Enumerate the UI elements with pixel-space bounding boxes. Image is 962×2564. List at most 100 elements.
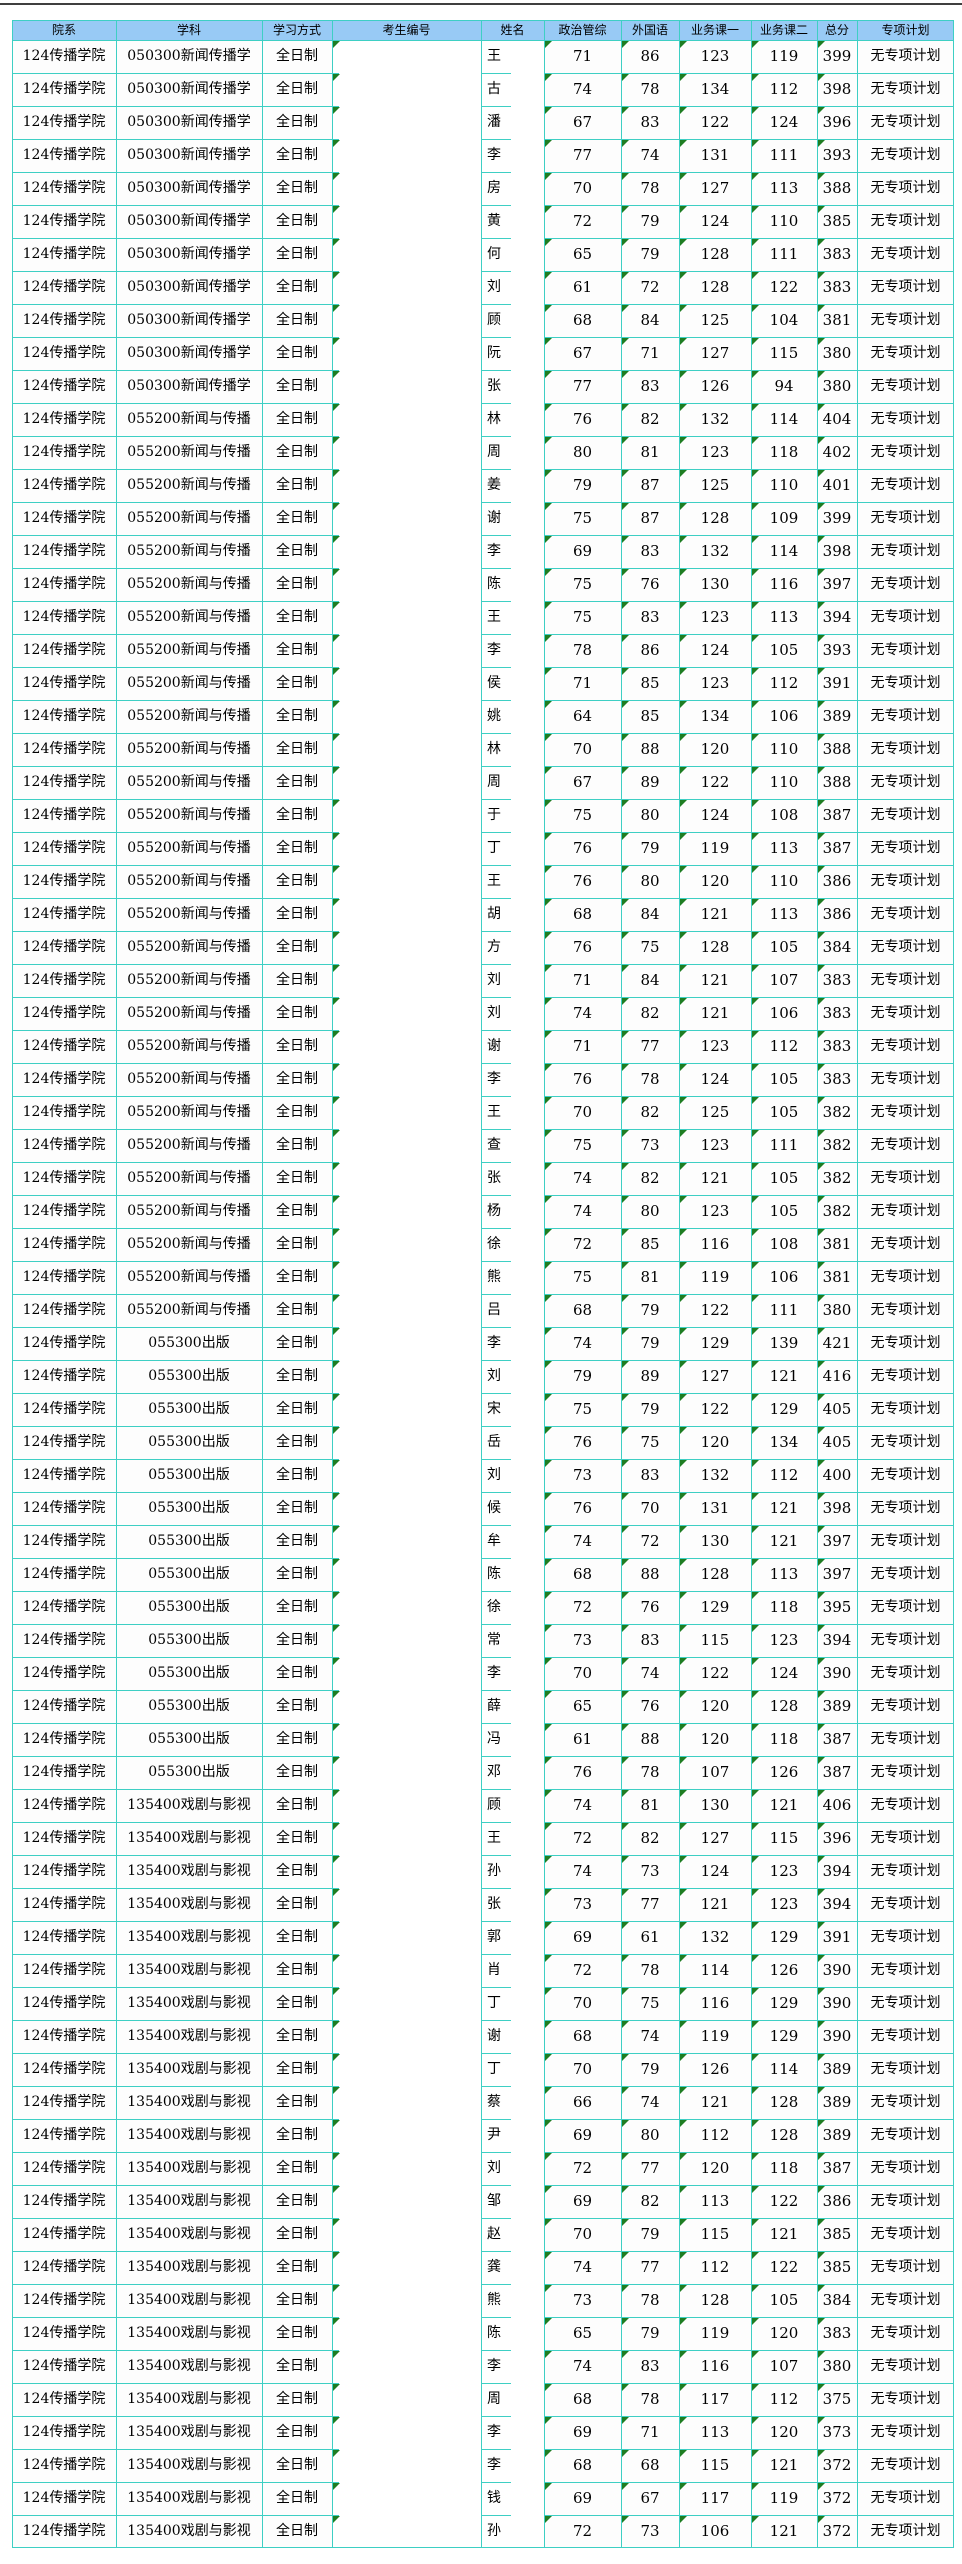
cell-politics-score[interactable]: 69 — [544, 2119, 621, 2152]
cell-study-mode[interactable]: 全日制 — [262, 733, 332, 766]
cell-major[interactable]: 055200新闻与传播 — [116, 898, 262, 931]
cell-course2-score[interactable]: 110 — [751, 865, 817, 898]
cell-total-score[interactable]: 380 — [817, 370, 857, 403]
header-cell-course1-score[interactable]: 业务课一 — [690, 23, 739, 37]
cell-candidate-no[interactable] — [332, 568, 481, 601]
cell-politics-score[interactable]: 76 — [544, 1756, 621, 1789]
cell-course1-score[interactable]: 127 — [679, 1822, 751, 1855]
cell-politics-score[interactable]: 73 — [544, 1459, 621, 1492]
cell-name[interactable]: 黄 — [481, 205, 544, 238]
cell-major[interactable]: 055200新闻与传播 — [116, 1228, 262, 1261]
cell-course2-score[interactable]: 111 — [751, 139, 817, 172]
cell-study-mode[interactable]: 全日制 — [262, 1822, 332, 1855]
cell-total-score[interactable]: 384 — [817, 2284, 857, 2317]
cell-major[interactable]: 055200新闻与传播 — [116, 733, 262, 766]
cell-major[interactable]: 055200新闻与传播 — [116, 1063, 262, 1096]
cell-dept[interactable]: 124传播学院 — [12, 1954, 116, 1987]
cell-special-plan[interactable]: 无专项计划 — [857, 370, 954, 403]
cell-major[interactable]: 055200新闻与传播 — [116, 535, 262, 568]
cell-politics-score[interactable]: 77 — [544, 370, 621, 403]
cell-course2-score[interactable]: 106 — [751, 1261, 817, 1294]
cell-politics-score[interactable]: 71 — [544, 1030, 621, 1063]
cell-politics-score[interactable]: 71 — [544, 964, 621, 997]
cell-dept[interactable]: 124传播学院 — [12, 2086, 116, 2119]
cell-dept[interactable]: 124传播学院 — [12, 1723, 116, 1756]
cell-dept[interactable]: 124传播学院 — [12, 1690, 116, 1723]
cell-name[interactable]: 王 — [481, 1096, 544, 1129]
cell-politics-score[interactable]: 68 — [544, 2020, 621, 2053]
cell-special-plan[interactable]: 无专项计划 — [857, 2020, 954, 2053]
cell-course2-score[interactable]: 106 — [751, 997, 817, 1030]
cell-candidate-no[interactable] — [332, 766, 481, 799]
cell-candidate-no[interactable] — [332, 1426, 481, 1459]
cell-total-score[interactable]: 397 — [817, 1525, 857, 1558]
cell-course2-score[interactable]: 118 — [751, 1591, 817, 1624]
cell-candidate-no[interactable] — [332, 2416, 481, 2449]
cell-name[interactable]: 潘 — [481, 106, 544, 139]
cell-politics-score[interactable]: 75 — [544, 601, 621, 634]
cell-total-score[interactable]: 402 — [817, 436, 857, 469]
cell-major[interactable]: 135400戏剧与影视 — [116, 2218, 262, 2251]
cell-foreign-score[interactable]: 87 — [621, 469, 679, 502]
cell-name[interactable]: 王 — [481, 601, 544, 634]
cell-name[interactable]: 陈 — [481, 2317, 544, 2350]
cell-foreign-score[interactable]: 79 — [621, 2053, 679, 2086]
cell-dept[interactable]: 124传播学院 — [12, 1393, 116, 1426]
cell-course1-score[interactable]: 132 — [679, 1459, 751, 1492]
cell-study-mode[interactable]: 全日制 — [262, 1855, 332, 1888]
cell-politics-score[interactable]: 65 — [544, 1690, 621, 1723]
cell-politics-score[interactable]: 70 — [544, 1987, 621, 2020]
cell-major[interactable]: 135400戏剧与影视 — [116, 1822, 262, 1855]
cell-dept[interactable]: 124传播学院 — [12, 205, 116, 238]
cell-foreign-score[interactable]: 74 — [621, 2086, 679, 2119]
cell-total-score[interactable]: 373 — [817, 2416, 857, 2449]
cell-course1-score[interactable]: 116 — [679, 1228, 751, 1261]
header-cell-politics-score[interactable]: 政治管综 — [558, 23, 607, 37]
cell-foreign-score[interactable]: 84 — [621, 898, 679, 931]
cell-study-mode[interactable]: 全日制 — [262, 436, 332, 469]
cell-total-score[interactable]: 372 — [817, 2515, 857, 2548]
cell-study-mode[interactable]: 全日制 — [262, 1789, 332, 1822]
cell-total-score[interactable]: 406 — [817, 1789, 857, 1822]
cell-course1-score[interactable]: 112 — [679, 2119, 751, 2152]
cell-name[interactable]: 刘 — [481, 271, 544, 304]
cell-course1-score[interactable]: 122 — [679, 1294, 751, 1327]
cell-major[interactable]: 055300出版 — [116, 1723, 262, 1756]
cell-name[interactable]: 陈 — [481, 568, 544, 601]
cell-course2-score[interactable]: 112 — [751, 667, 817, 700]
cell-course1-score[interactable]: 123 — [679, 40, 751, 73]
cell-politics-score[interactable]: 72 — [544, 1591, 621, 1624]
cell-politics-score[interactable]: 72 — [544, 1228, 621, 1261]
cell-course1-score[interactable]: 117 — [679, 2383, 751, 2416]
cell-special-plan[interactable]: 无专项计划 — [857, 1492, 954, 1525]
cell-special-plan[interactable]: 无专项计划 — [857, 733, 954, 766]
cell-major[interactable]: 055200新闻与传播 — [116, 1294, 262, 1327]
cell-course2-score[interactable]: 105 — [751, 1195, 817, 1228]
cell-name[interactable]: 李 — [481, 634, 544, 667]
cell-candidate-no[interactable] — [332, 1195, 481, 1228]
cell-total-score[interactable]: 405 — [817, 1426, 857, 1459]
cell-course2-score[interactable]: 121 — [751, 1789, 817, 1822]
cell-dept[interactable]: 124传播学院 — [12, 1327, 116, 1360]
cell-dept[interactable]: 124传播学院 — [12, 865, 116, 898]
cell-foreign-score[interactable]: 79 — [621, 238, 679, 271]
cell-special-plan[interactable]: 无专项计划 — [857, 1096, 954, 1129]
cell-foreign-score[interactable]: 73 — [621, 2515, 679, 2548]
cell-politics-score[interactable]: 79 — [544, 1360, 621, 1393]
cell-study-mode[interactable]: 全日制 — [262, 1921, 332, 1954]
cell-politics-score[interactable]: 74 — [544, 1855, 621, 1888]
cell-politics-score[interactable]: 74 — [544, 997, 621, 1030]
cell-course2-score[interactable]: 124 — [751, 1657, 817, 1690]
cell-foreign-score[interactable]: 81 — [621, 436, 679, 469]
cell-candidate-no[interactable] — [332, 931, 481, 964]
cell-course1-score[interactable]: 120 — [679, 2152, 751, 2185]
cell-name[interactable]: 谢 — [481, 1030, 544, 1063]
cell-name[interactable]: 查 — [481, 1129, 544, 1162]
cell-special-plan[interactable]: 无专项计划 — [857, 205, 954, 238]
cell-special-plan[interactable]: 无专项计划 — [857, 2284, 954, 2317]
cell-candidate-no[interactable] — [332, 106, 481, 139]
cell-foreign-score[interactable]: 79 — [621, 205, 679, 238]
cell-major[interactable]: 050300新闻传播学 — [116, 172, 262, 205]
cell-course1-score[interactable]: 106 — [679, 2515, 751, 2548]
cell-foreign-score[interactable]: 79 — [621, 1294, 679, 1327]
